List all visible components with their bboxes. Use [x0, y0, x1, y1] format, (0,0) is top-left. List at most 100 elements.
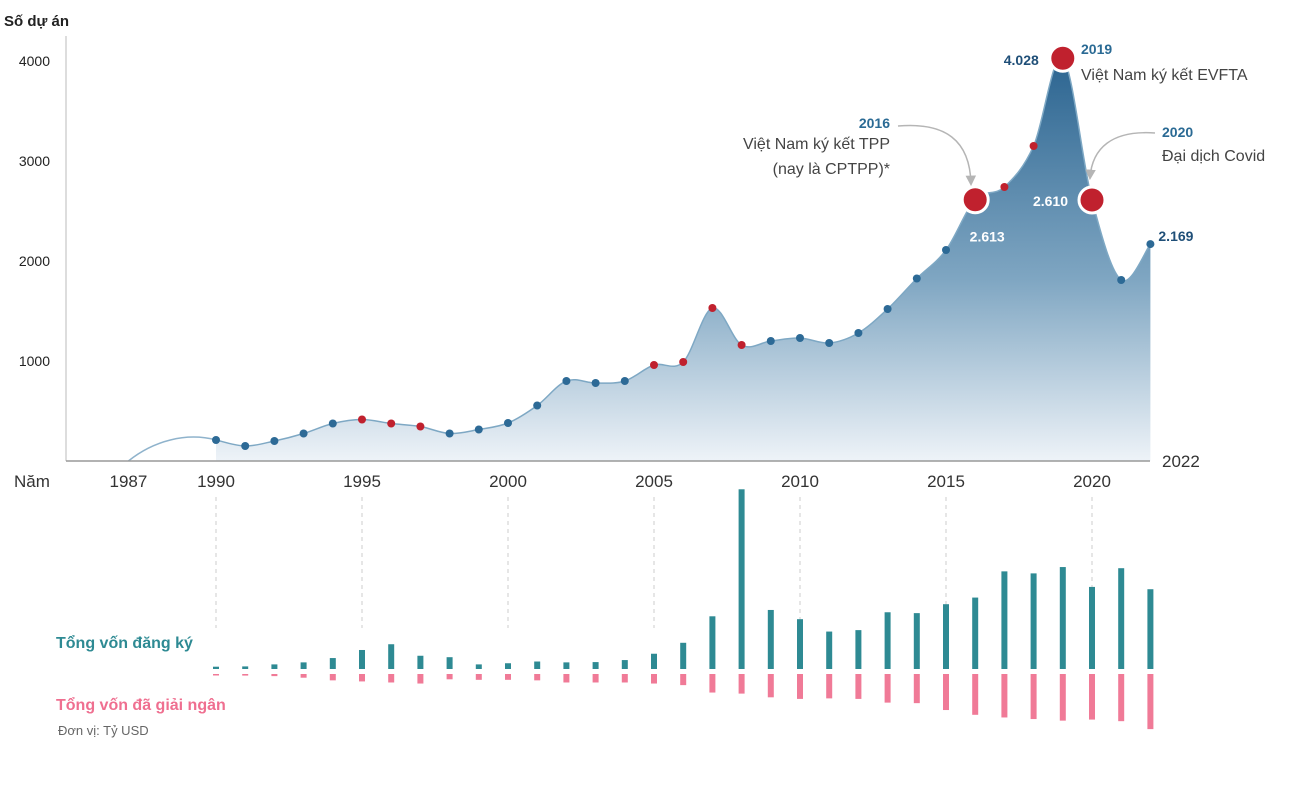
disbursed-bar-2003 — [592, 674, 599, 683]
registered-bar-2002 — [563, 662, 570, 669]
registered-bar-2001 — [534, 661, 541, 669]
registered-capital-bars — [213, 489, 1154, 669]
annotation-2019: 2019 Việt Nam ký kết EVFTA — [1081, 41, 1248, 84]
end-year-label: 2022 — [1162, 452, 1200, 471]
registered-bar-1998 — [446, 657, 453, 669]
disbursed-bar-2008 — [738, 674, 745, 694]
registered-bar-2000 — [505, 663, 511, 669]
disbursed-bar-1998 — [446, 674, 453, 680]
data-point-2021 — [1117, 276, 1126, 284]
disbursed-capital-bars — [213, 674, 1154, 730]
disbursed-bar-2020 — [1089, 674, 1095, 720]
disbursed-bar-1991 — [242, 674, 249, 676]
y-ticks: 1000 2000 3000 4000 — [19, 53, 50, 369]
data-point-1997 — [416, 422, 425, 431]
value-label-2022: 2.169 — [1158, 228, 1193, 244]
disbursed-bar-2016 — [972, 674, 979, 715]
registered-bar-2008 — [738, 489, 745, 669]
projects-line — [215, 56, 1152, 447]
registered-bar-2006 — [680, 642, 687, 669]
y-tick-label: 4000 — [19, 53, 50, 69]
data-point-1992 — [270, 437, 279, 445]
registered-bar-2004 — [621, 660, 628, 669]
annotation-2016-arrow — [897, 124, 977, 187]
x-axis-label: Năm — [14, 472, 50, 491]
value-label-2019: 4.028 — [1004, 52, 1039, 68]
registered-bar-2003 — [592, 662, 599, 669]
data-point-1990 — [212, 436, 220, 444]
registered-bar-2009 — [767, 609, 774, 669]
y-tick-label: 2000 — [19, 253, 50, 269]
data-point-2002 — [562, 377, 571, 385]
registered-bar-2011 — [826, 631, 833, 669]
registered-bar-2012 — [855, 630, 862, 669]
registered-bar-1992 — [271, 664, 278, 669]
disbursed-bar-2012 — [855, 674, 862, 699]
disbursed-bar-2014 — [913, 674, 920, 704]
disbursed-bar-2022 — [1147, 674, 1154, 730]
disbursed-bar-2007 — [709, 674, 716, 693]
x-tick-label: 2005 — [635, 472, 673, 491]
data-point-2015 — [942, 246, 950, 254]
disbursed-bar-2001 — [534, 674, 541, 681]
annotation-2019-text: Việt Nam ký kết EVFTA — [1081, 67, 1248, 84]
data-point-2022 — [1146, 240, 1155, 249]
disbursed-bar-2010 — [797, 674, 803, 699]
disbursed-bar-2002 — [563, 674, 570, 683]
disbursed-bar-1996 — [388, 674, 395, 683]
registered-bar-2020 — [1089, 586, 1095, 669]
registered-bar-2018 — [1030, 573, 1037, 669]
disbursed-bar-2004 — [621, 674, 628, 683]
data-point-2016 — [960, 185, 990, 215]
lead-in-curve — [127, 436, 217, 462]
registered-bar-2013 — [884, 612, 891, 669]
annotation-2019-year: 2019 — [1081, 41, 1112, 57]
data-point-2011 — [825, 339, 834, 347]
y-axis-label: Số dự án — [4, 13, 69, 30]
disbursed-bar-2011 — [826, 674, 833, 699]
annotation-2016: 2016 Việt Nam ký kết TPP (nay là CPTPP)* — [743, 115, 977, 187]
projects-area — [216, 57, 1151, 461]
annotation-2016-text-1: Việt Nam ký kết TPP — [743, 136, 890, 153]
registered-bar-2005 — [651, 653, 657, 669]
data-point-2020 — [1077, 185, 1107, 215]
data-point-2010 — [796, 334, 804, 342]
data-point-2006 — [679, 358, 688, 366]
data-point-2019 — [1048, 43, 1078, 73]
data-point-1998 — [445, 429, 454, 438]
disbursed-bar-2015 — [943, 674, 949, 711]
data-point-1996 — [387, 419, 396, 428]
annotation-2020-text: Đại dịch Covid — [1162, 148, 1265, 165]
registered-bar-1997 — [417, 655, 424, 669]
disbursed-bar-1990 — [213, 674, 219, 676]
data-point-2013 — [883, 305, 892, 313]
x-tick-label: 2015 — [927, 472, 965, 491]
registered-bar-2022 — [1147, 589, 1154, 669]
annotation-2020: 2020 Đại dịch Covid — [1085, 124, 1265, 181]
annotation-2016-year: 2016 — [859, 115, 890, 131]
data-point-2007 — [708, 304, 717, 312]
value-label-2020: 2.610 — [1033, 193, 1068, 209]
legend-disbursed: Tổng vốn đã giải ngân — [56, 696, 226, 714]
registered-bar-2019 — [1059, 567, 1066, 669]
data-point-2004 — [620, 377, 629, 385]
disbursed-bar-2000 — [505, 674, 511, 680]
annotation-2016-text-2: (nay là CPTPP)* — [773, 161, 890, 178]
data-point-2000 — [504, 419, 512, 427]
x-ticks: 1987 1990 1995 2000 2005 2010 2015 2020 — [109, 472, 1110, 491]
x-tick-label: 1995 — [343, 472, 381, 491]
x-tick-label: 1990 — [197, 472, 235, 491]
data-point-1991 — [241, 442, 250, 450]
disbursed-bar-1993 — [300, 674, 307, 678]
disbursed-bar-2006 — [680, 674, 687, 686]
x-tick-label: 1987 — [109, 472, 147, 491]
registered-bar-1990 — [213, 666, 219, 669]
registered-bar-2010 — [797, 619, 803, 669]
registered-bar-1995 — [359, 649, 365, 669]
disbursed-bar-1992 — [271, 674, 278, 677]
registered-bar-1994 — [329, 658, 336, 669]
data-point-1993 — [299, 429, 308, 438]
year-guidelines — [215, 497, 1093, 628]
disbursed-bar-2018 — [1030, 674, 1037, 720]
disbursed-bar-1994 — [329, 674, 336, 681]
